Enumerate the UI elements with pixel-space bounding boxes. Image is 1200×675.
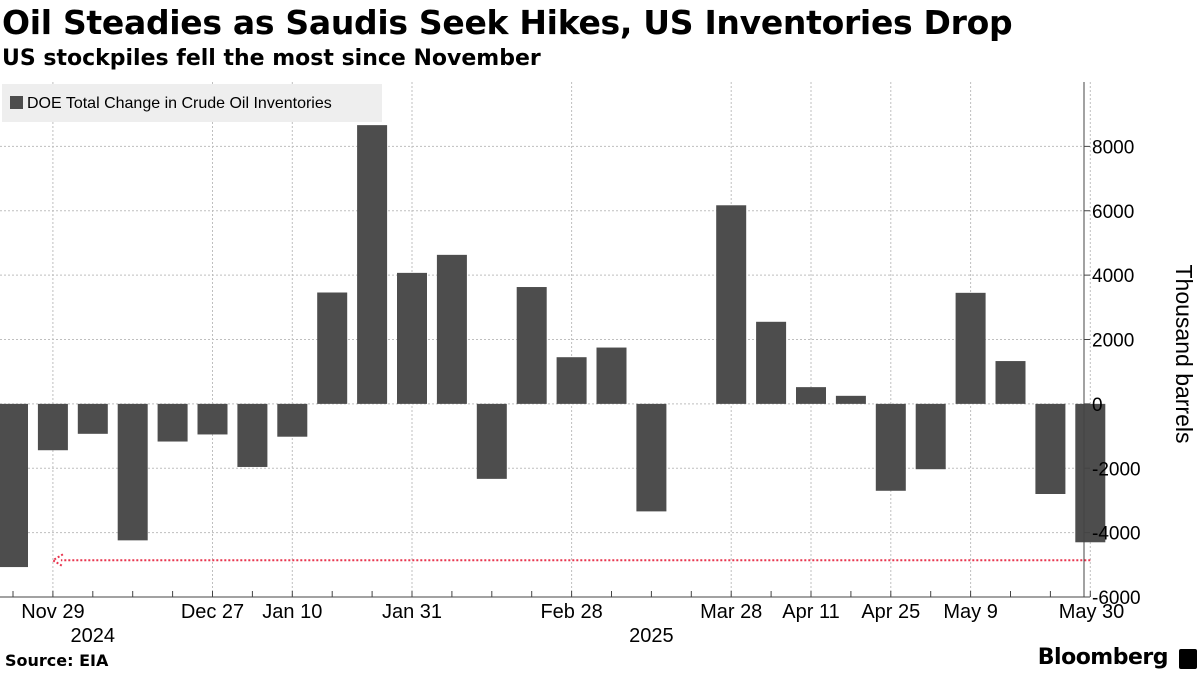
bar bbox=[197, 403, 228, 435]
x-tick-label: Dec 27 bbox=[181, 601, 244, 623]
bar bbox=[835, 395, 866, 404]
y-tick-label: -6000 bbox=[1092, 588, 1141, 609]
x-tick-label: Apr 25 bbox=[861, 601, 920, 623]
y-tick-label: 0 bbox=[1092, 395, 1103, 416]
bloomberg-terminal-icon bbox=[1179, 649, 1197, 669]
bar bbox=[436, 254, 467, 404]
bar bbox=[1035, 403, 1066, 494]
chart-title: Oil Steadies as Saudis Seek Hikes, US In… bbox=[2, 3, 1013, 42]
y-tick-label: -2000 bbox=[1092, 459, 1141, 480]
bar bbox=[277, 403, 308, 437]
bar bbox=[357, 125, 388, 404]
x-tick-label: Nov 29 bbox=[21, 601, 84, 623]
y-axis-label: Thousand barrels bbox=[1171, 265, 1197, 444]
bar bbox=[117, 403, 148, 541]
x-tick-label: Apr 11 bbox=[782, 601, 839, 623]
y-tick-label: 8000 bbox=[1092, 137, 1134, 158]
bar bbox=[756, 321, 787, 404]
chart-subtitle: US stockpiles fell the most since Novemb… bbox=[2, 46, 541, 71]
bar bbox=[77, 403, 108, 434]
x-tick-label: Feb 28 bbox=[540, 601, 602, 623]
x-tick-label: Jan 10 bbox=[262, 601, 322, 623]
bar bbox=[237, 403, 268, 467]
bar bbox=[716, 205, 747, 404]
x-year-label: 2024 bbox=[71, 625, 116, 647]
bloomberg-logo: Bloomberg bbox=[1037, 645, 1169, 670]
bar bbox=[317, 292, 348, 404]
legend-swatch bbox=[10, 96, 23, 109]
bar bbox=[1075, 403, 1106, 543]
x-tick-label: May 9 bbox=[943, 601, 997, 623]
bar bbox=[995, 361, 1026, 404]
y-tick-label: 4000 bbox=[1092, 266, 1134, 287]
x-tick-label: Jan 31 bbox=[382, 601, 442, 623]
y-tick-label: 2000 bbox=[1092, 331, 1134, 352]
bar bbox=[37, 403, 68, 451]
bar bbox=[636, 403, 667, 512]
bar bbox=[0, 403, 28, 568]
bar bbox=[476, 403, 507, 479]
source-note: Source: EIA bbox=[5, 651, 109, 670]
bar bbox=[796, 387, 826, 404]
x-tick-label: Mar 28 bbox=[700, 601, 762, 623]
y-tick-label: 6000 bbox=[1092, 202, 1134, 223]
bar bbox=[556, 357, 587, 404]
bar bbox=[397, 272, 427, 404]
x-tick-label: May 30 bbox=[1059, 601, 1125, 623]
legend-box bbox=[2, 84, 382, 122]
bar bbox=[875, 403, 906, 491]
legend-label: DOE Total Change in Crude Oil Inventorie… bbox=[27, 95, 332, 112]
y-tick-label: -4000 bbox=[1092, 524, 1141, 545]
bar bbox=[157, 403, 188, 442]
bar bbox=[955, 292, 986, 404]
x-year-label: 2025 bbox=[629, 625, 674, 647]
bar bbox=[596, 347, 627, 404]
bar bbox=[516, 287, 547, 404]
bar bbox=[915, 403, 946, 470]
